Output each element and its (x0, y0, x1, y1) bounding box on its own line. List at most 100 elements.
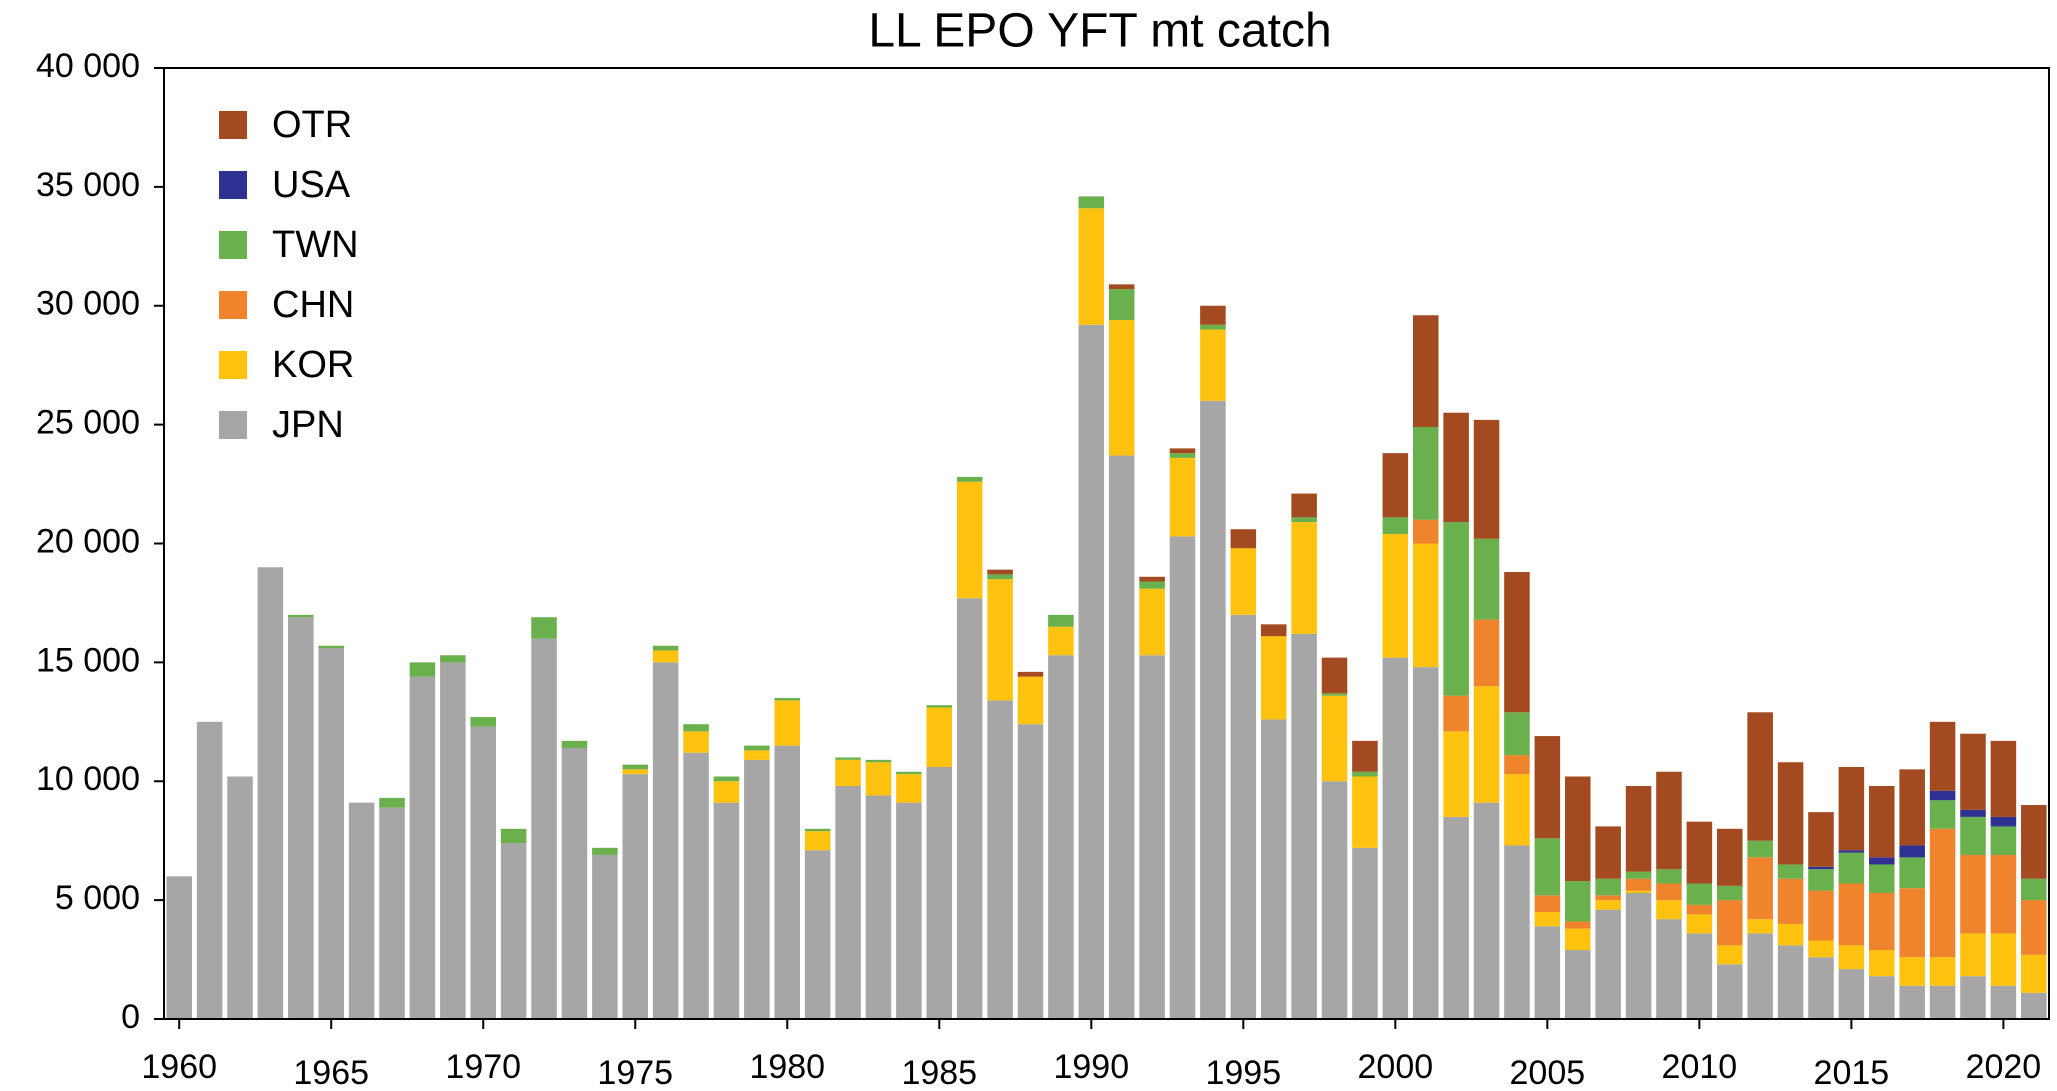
bar-segment (1412, 667, 1439, 1019)
bar-segment (440, 655, 466, 663)
bar-segment (348, 802, 375, 1019)
bar-segment (1504, 755, 1530, 775)
bar-segment (835, 759, 861, 787)
bar-segment (1078, 208, 1105, 325)
bar-segment (865, 795, 892, 1019)
bar-segment (1808, 866, 1834, 870)
bar-segment (1230, 614, 1257, 1019)
y-tick-label: 20 000 (36, 522, 140, 560)
bar-segment (1929, 790, 1956, 801)
legend-swatch (219, 171, 247, 199)
bar-segment (288, 614, 314, 618)
bar-segment (1899, 888, 1925, 958)
bar-segment (1200, 305, 1226, 325)
bar-segment (1443, 731, 1469, 817)
bar-segment (1048, 614, 1074, 627)
bar-segment (1777, 878, 1804, 924)
bar-segment (926, 705, 953, 708)
bar-segment (683, 724, 709, 732)
bar-segment (1564, 776, 1591, 882)
bar-segment (1777, 762, 1804, 865)
bar-segment (1656, 771, 1682, 870)
x-tick-label: 1995 (1205, 1054, 1281, 1091)
bar-segment (1564, 921, 1591, 929)
bar-segment (1686, 933, 1713, 1019)
x-tick-label: 1970 (445, 1048, 521, 1086)
bar-segment (1960, 809, 1986, 817)
bar-segment (1869, 892, 1895, 951)
bar-segment (1595, 878, 1621, 896)
bar-segment (744, 759, 770, 1019)
bar-segment (1443, 522, 1469, 696)
bar-segment (835, 786, 861, 1019)
bar-segment (166, 876, 192, 1019)
bar-segment (1443, 412, 1469, 523)
bar-segment (1747, 933, 1773, 1019)
bar-segment (1686, 883, 1713, 905)
bar-segment (1899, 769, 1925, 846)
legend-label: JPN (272, 404, 344, 446)
bar-segment (1473, 419, 1500, 539)
bar-segment (683, 752, 709, 1019)
legend-swatch (219, 411, 247, 439)
bar-segment (561, 747, 588, 1019)
bar-segment (1017, 676, 1044, 725)
bar-segment (713, 802, 740, 1019)
bar-segment (1838, 852, 1865, 884)
bar-segment (1747, 857, 1773, 920)
bar-segment (1291, 493, 1317, 518)
legend-label: USA (272, 164, 351, 206)
bar-segment (1777, 923, 1804, 946)
bar-segment (956, 476, 983, 482)
bar-segment (1017, 671, 1044, 677)
bar-segment (409, 676, 436, 1019)
bar-segment (1716, 885, 1743, 901)
bar-segment (1260, 719, 1287, 1019)
bar-segment (1990, 985, 2017, 1019)
bar-segment (1443, 816, 1469, 1019)
bar-segment (227, 776, 253, 1019)
bar-segment (1777, 864, 1804, 879)
bar-segment (1929, 957, 1956, 986)
bar-segment (531, 617, 557, 639)
bar-segment (1990, 854, 2017, 934)
bar-segment (379, 807, 405, 1019)
bar-segment (926, 707, 953, 767)
bar-segment (896, 774, 922, 803)
bar-segment (1017, 724, 1044, 1019)
bar-segment (1656, 883, 1682, 901)
bar-segment (1260, 636, 1287, 720)
bar-segment (1747, 840, 1773, 858)
bar-segment (1899, 857, 1925, 889)
bar-segment (1564, 950, 1591, 1019)
bar-segment (744, 750, 770, 760)
bar-segment (1808, 890, 1834, 941)
y-tick-label: 10 000 (36, 760, 140, 798)
bar-segment (1139, 581, 1165, 589)
bar-segment (1869, 976, 1895, 1019)
bar-segment (470, 726, 497, 1019)
x-tick-label: 1960 (141, 1048, 217, 1086)
bar-segment (987, 579, 1013, 701)
bar-segment (1929, 721, 1956, 791)
bar-segment (1960, 854, 1986, 934)
bar-segment (987, 569, 1013, 575)
bar-segment (1656, 900, 1682, 920)
bar-segment (1990, 816, 2017, 827)
bar-segment (1108, 284, 1135, 290)
bar-segment (1352, 847, 1378, 1019)
bar-segment (1534, 926, 1561, 1019)
bar-segment (926, 766, 953, 1019)
bar-segment (1929, 800, 1956, 829)
bar-segment (1869, 857, 1895, 865)
x-tick-label: 2000 (1358, 1048, 1434, 1086)
bar-segment (956, 481, 983, 599)
bar-segment (1534, 736, 1561, 839)
bar-segment (1412, 315, 1439, 428)
legend-label: TWN (272, 224, 359, 266)
bar-segment (592, 854, 618, 1019)
bar-segment (652, 650, 679, 663)
bar-segment (2021, 805, 2047, 879)
bar-segment (1443, 695, 1469, 732)
bar-segment (683, 731, 709, 753)
